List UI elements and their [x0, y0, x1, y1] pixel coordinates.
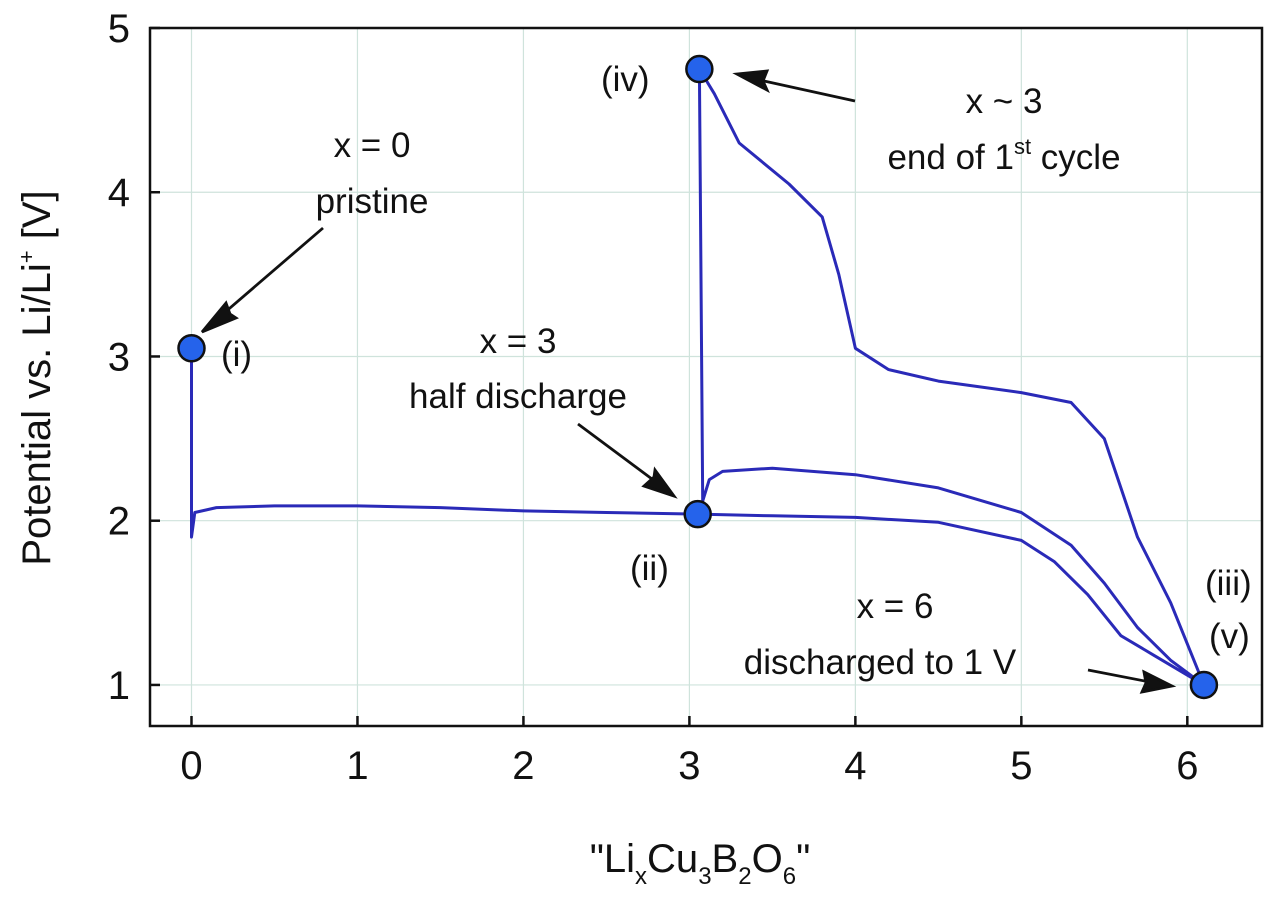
- x-axis-label-sub-6: 6: [783, 863, 796, 890]
- x-tick-label: 6: [1176, 744, 1198, 788]
- arrow-end: [754, 77, 856, 103]
- x-axis-label-sub-2: 2: [738, 863, 751, 890]
- x-axis-label-b: B: [712, 837, 739, 881]
- arrow-half: [577, 422, 661, 487]
- annotation-arrows: [200, 69, 1177, 694]
- x-tick-label: 3: [678, 744, 700, 788]
- annotation-end-line2: end of 1st cycle: [887, 134, 1120, 177]
- arrowhead-discharged: [1139, 669, 1177, 694]
- point-label-ii: (ii): [630, 549, 669, 588]
- state-point-i: [177, 334, 206, 363]
- point-label-v: (v): [1209, 617, 1250, 656]
- grid-lines: [150, 27, 1262, 726]
- y-tick-label: 3: [108, 335, 130, 379]
- x-axis-ticks: 0 1 2 3 4 5 6: [180, 716, 1198, 788]
- x-axis-label-sub-3: 3: [698, 863, 711, 890]
- annotation-end-sup: st: [1014, 134, 1031, 159]
- point-label-iii: (iii): [1205, 564, 1252, 603]
- y-tick-label: 2: [108, 500, 130, 544]
- point-label-iv: (iv): [601, 60, 650, 99]
- point-label-i: (i): [221, 335, 252, 374]
- voltage-curve: [190, 67, 1206, 687]
- annotation-pristine-line2: pristine: [316, 182, 429, 221]
- x-axis-label-prefix: "Li: [590, 837, 635, 881]
- x-axis-label-sub-x: x: [635, 863, 647, 890]
- y-axis-label: Potential vs. Li/Li+ [V]: [14, 190, 59, 565]
- x-axis-label-cu: Cu: [647, 837, 698, 881]
- y-tick-label: 4: [108, 171, 130, 215]
- x-tick-label: 2: [512, 744, 534, 788]
- y-axis-ticks: 1 2 3 4 5: [108, 7, 160, 708]
- annotation-end-suffix: cycle: [1031, 138, 1120, 177]
- x-axis-label-suffix: ": [796, 837, 810, 881]
- plot-frame: [148, 26, 1264, 728]
- annotation-end-line1: x ~ 3: [966, 82, 1043, 121]
- x-tick-label: 0: [180, 744, 202, 788]
- y-axis-label-main: Potential vs. Li/Li: [15, 263, 59, 565]
- arrowhead-pristine: [200, 300, 239, 334]
- annotation-end-prefix: end of 1: [887, 138, 1014, 177]
- annotation-discharged-line2: discharged to 1 V: [744, 643, 1017, 682]
- y-axis-label-unit: [V]: [15, 190, 59, 250]
- annotation-discharged-line1: x = 6: [857, 587, 934, 626]
- annotation-half-line1: x = 3: [480, 322, 557, 361]
- arrow-pristine: [215, 226, 324, 322]
- state-markers: [177, 54, 1219, 700]
- y-tick-label: 1: [108, 664, 130, 708]
- y-axis-label-sup: +: [14, 250, 39, 263]
- state-point-iv: [685, 54, 714, 84]
- annotation-pristine-line1: x = 0: [334, 126, 411, 165]
- x-tick-label: 5: [1010, 744, 1032, 788]
- x-tick-label: 4: [844, 744, 866, 788]
- arrowhead-end: [732, 69, 770, 94]
- x-tick-label: 1: [346, 744, 368, 788]
- annotation-half-line2: half discharge: [409, 377, 627, 416]
- state-point-iii-v: [1189, 670, 1219, 700]
- state-point-ii: [683, 499, 712, 529]
- arrow-discharged: [1087, 668, 1156, 685]
- x-axis-label: "LixCu3B2O6": [590, 837, 811, 890]
- arrowhead-half: [641, 466, 678, 499]
- y-tick-label: 5: [108, 7, 130, 51]
- x-axis-label-o: O: [752, 837, 783, 881]
